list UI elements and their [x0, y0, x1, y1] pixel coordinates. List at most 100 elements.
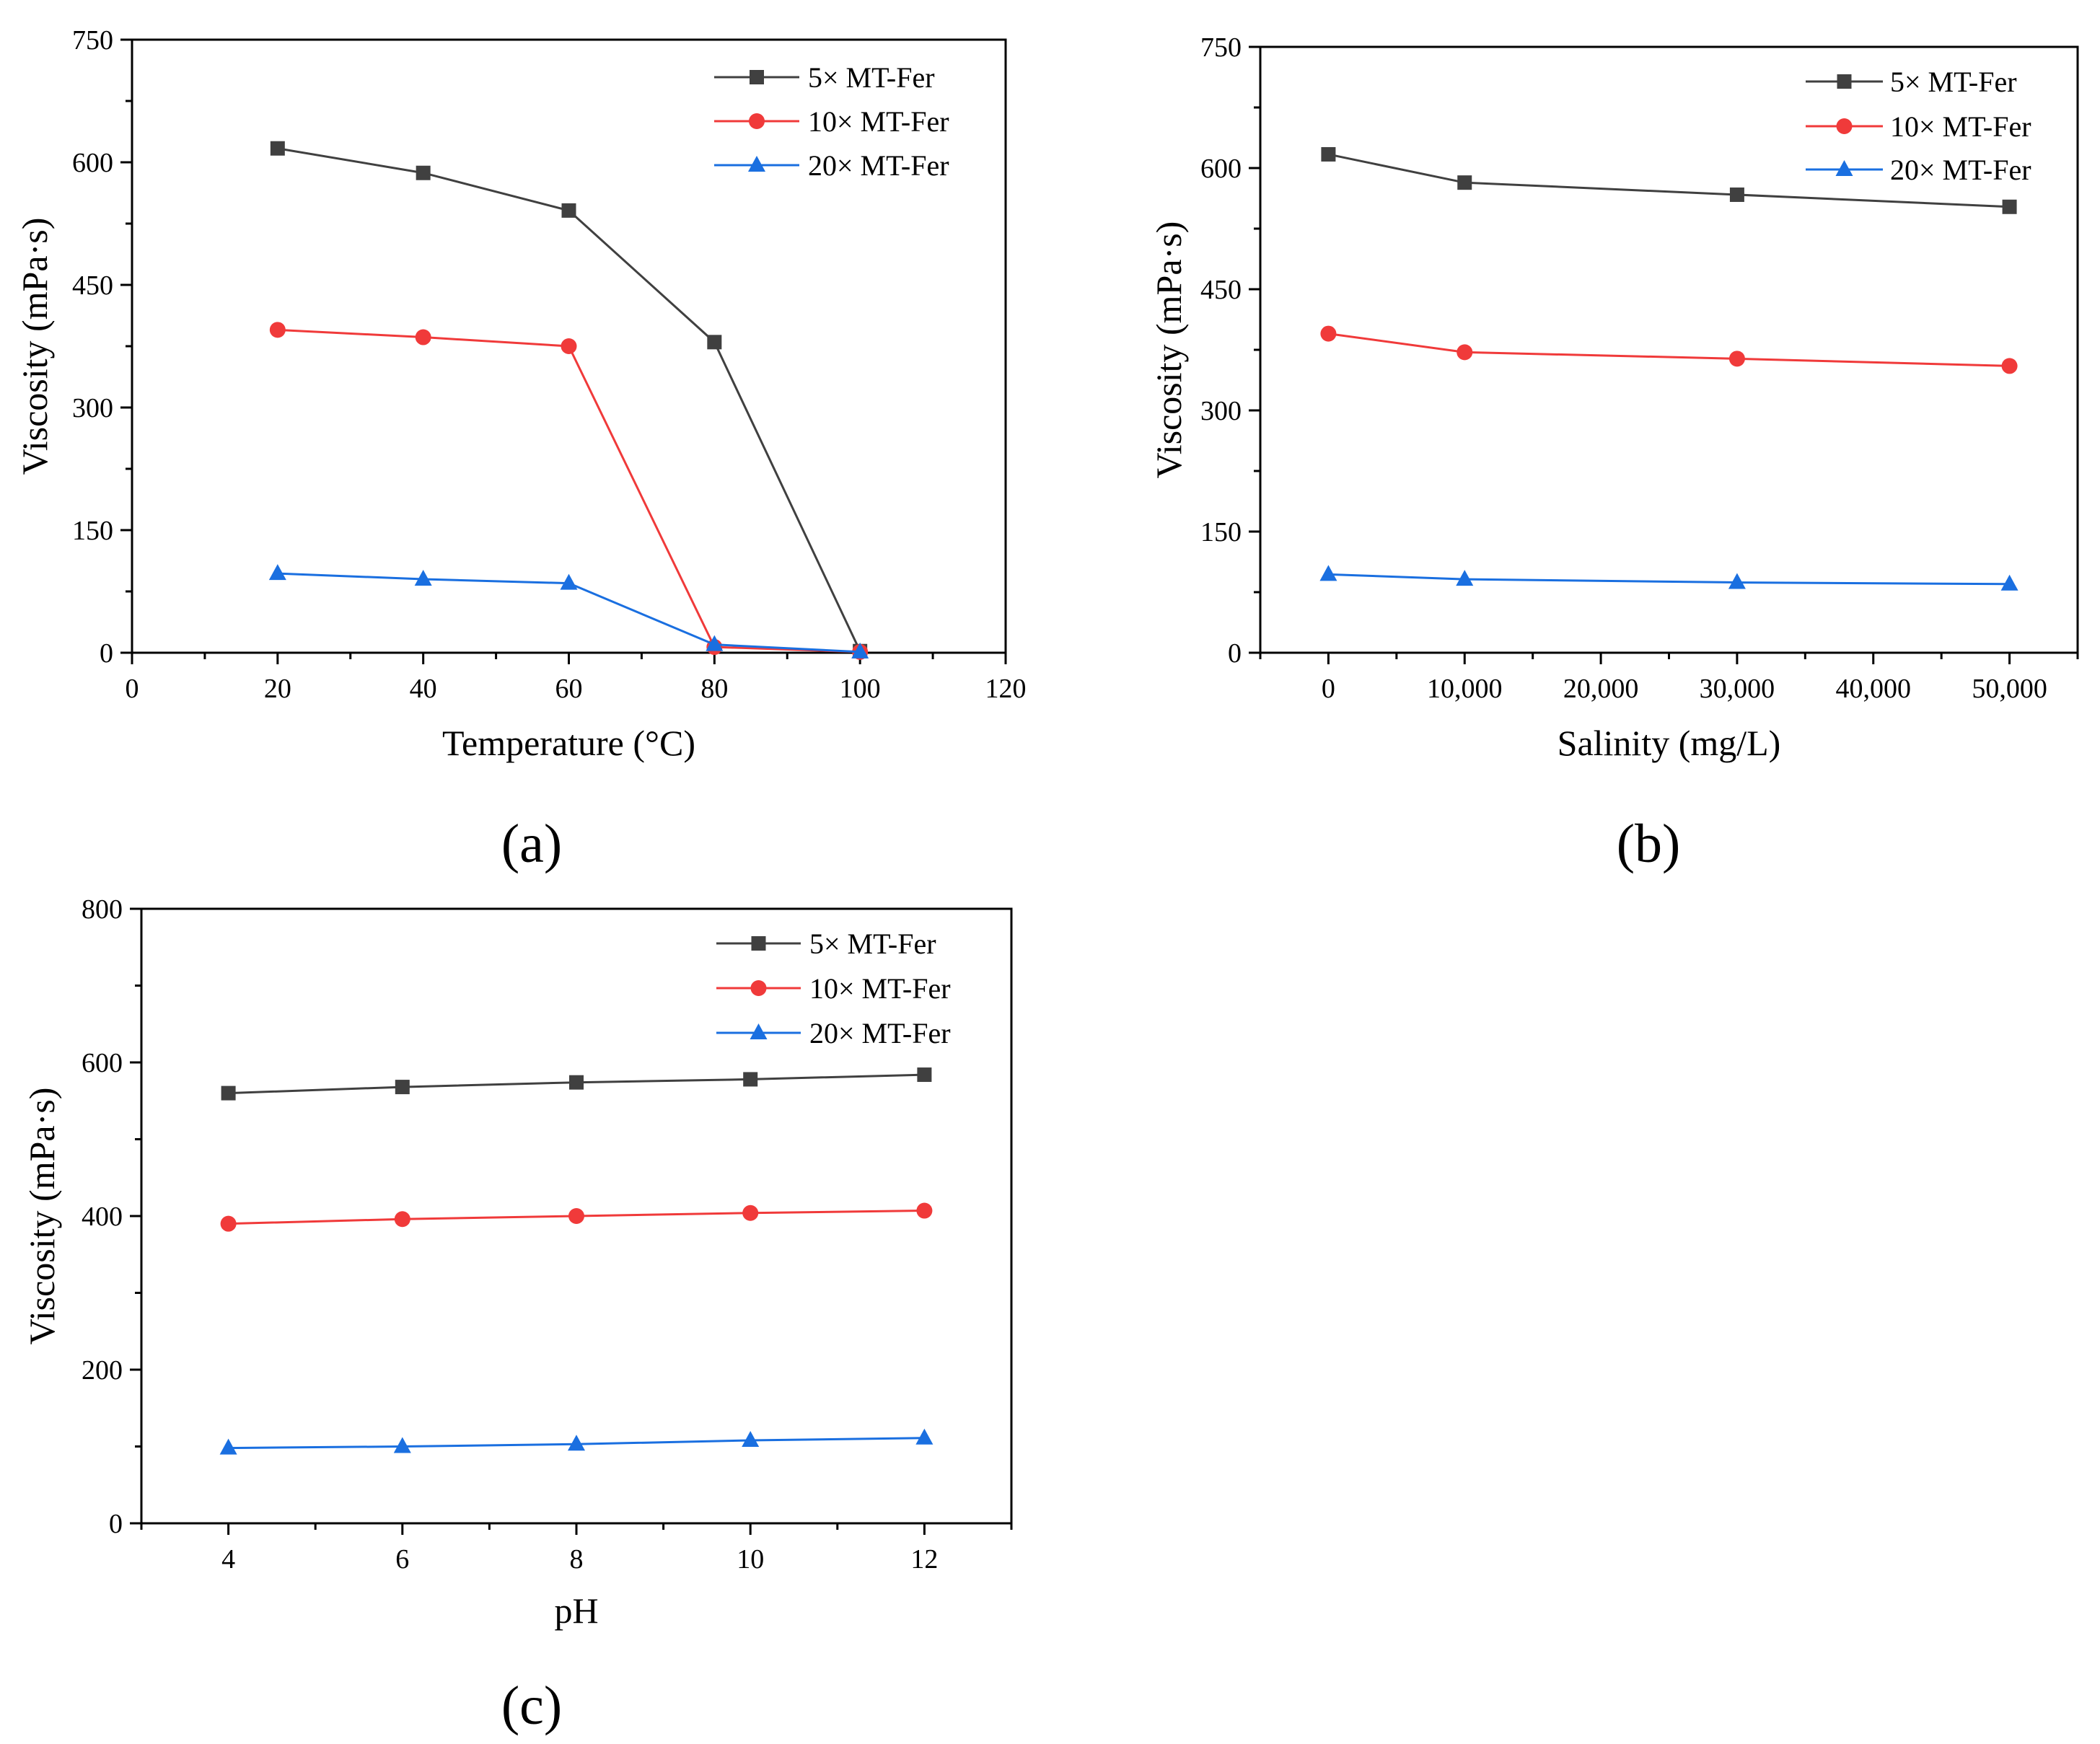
data-point: [742, 1430, 760, 1447]
data-point: [1319, 565, 1337, 581]
data-point: [707, 335, 722, 350]
data-point: [561, 203, 576, 218]
data-point: [915, 1428, 933, 1445]
data-point: [742, 1204, 759, 1221]
y-axis-title: Viscosity (mPa·s): [1148, 221, 1189, 479]
series-line: [277, 328, 861, 653]
legend: 5× MT-Fer 10× MT-Fer 20× MT-Fer: [716, 928, 951, 1049]
data-point: [2002, 199, 2017, 214]
data-point: [268, 564, 286, 581]
data-point: [1457, 344, 1473, 361]
legend-marker: [750, 70, 764, 84]
data-point: [395, 1080, 410, 1095]
data-point: [560, 573, 578, 590]
x-tick-label: 0: [1322, 674, 1335, 704]
y-tick-label: 750: [72, 25, 113, 56]
series-2: [1320, 325, 2018, 374]
data-point: [1321, 146, 1336, 162]
legend: 5× MT-Fer 10× MT-Fer 20× MT-Fer: [714, 61, 949, 182]
data-point: [1456, 570, 1474, 586]
x-tick-label: 10: [737, 1544, 764, 1575]
data-point: [394, 1211, 410, 1228]
data-point: [568, 1435, 585, 1451]
panel-label: (a): [501, 814, 562, 874]
data-point: [414, 570, 432, 586]
y-tick-label: 750: [1200, 32, 1242, 63]
legend-label: 5× MT-Fer: [1890, 66, 2017, 98]
x-axis-title: Temperature (°C): [442, 723, 695, 763]
data-point: [221, 1085, 236, 1101]
y-tick-label: 600: [72, 148, 113, 178]
legend: 5× MT-Fer 10× MT-Fer 20× MT-Fer: [1806, 66, 2031, 186]
data-point: [1728, 351, 1745, 367]
y-tick-label: 300: [72, 393, 113, 423]
y-tick-label: 450: [1200, 275, 1242, 305]
y-axis-title: Viscosity (mPa·s): [14, 218, 55, 475]
y-tick-label: 800: [82, 894, 123, 925]
data-point: [568, 1208, 584, 1224]
x-tick-label: 4: [221, 1544, 235, 1575]
panel-label: (c): [501, 1675, 562, 1736]
series-line: [1328, 153, 2010, 208]
data-point: [1728, 573, 1746, 589]
legend-label: 5× MT-Fer: [808, 61, 935, 94]
data-point: [269, 322, 286, 338]
data-point: [2000, 574, 2018, 591]
y-tick-label: 400: [82, 1202, 123, 1232]
x-tick-label: 20,000: [1563, 674, 1639, 704]
legend-marker: [750, 980, 767, 996]
legend-marker: [749, 113, 765, 129]
y-tick-label: 450: [72, 270, 113, 301]
y-tick-label: 600: [1200, 154, 1242, 184]
x-tick-label: 50,000: [1972, 674, 2047, 704]
legend-label: 20× MT-Fer: [809, 1017, 951, 1049]
y-tick-label: 600: [82, 1048, 123, 1078]
data-point: [415, 329, 431, 345]
legend-marker: [750, 1023, 768, 1039]
series-3: [1319, 565, 2018, 591]
x-tick-label: 120: [985, 674, 1027, 704]
y-tick-label: 0: [109, 1509, 123, 1539]
series-line: [1328, 573, 2010, 586]
legend-label: 10× MT-Fer: [808, 105, 949, 138]
legend-label: 20× MT-Fer: [1890, 154, 2031, 186]
legend-marker: [1837, 74, 1852, 89]
x-tick-label: 6: [395, 1544, 409, 1575]
legend-marker: [748, 156, 765, 172]
data-point: [1320, 325, 1337, 342]
legend-marker: [1836, 118, 1853, 134]
data-point: [569, 1075, 584, 1090]
y-tick-label: 200: [82, 1355, 123, 1386]
data-point: [270, 141, 285, 156]
data-point: [220, 1215, 237, 1232]
data-point: [1457, 175, 1472, 190]
legend-marker: [751, 936, 766, 951]
data-point: [917, 1067, 932, 1083]
data-point: [1729, 187, 1744, 202]
series-3: [219, 1428, 933, 1455]
x-tick-label: 60: [555, 674, 583, 704]
x-tick-label: 80: [700, 674, 728, 704]
legend-label: 10× MT-Fer: [1890, 110, 2031, 143]
x-tick-label: 20: [264, 674, 291, 704]
data-point: [916, 1202, 933, 1219]
panel-label: (b): [1617, 814, 1681, 874]
chart-panel-a: 0 20 40 60 80 100 120 0 150 300 450 600 750 Temperatu…: [14, 25, 1027, 874]
x-tick-label: 40: [410, 674, 437, 704]
data-point: [393, 1437, 411, 1453]
series-line: [1328, 332, 2010, 367]
series-2: [220, 1202, 933, 1232]
data-point: [561, 338, 577, 354]
legend-label: 20× MT-Fer: [808, 149, 949, 182]
x-tick-label: 100: [840, 674, 881, 704]
data-point: [2001, 358, 2018, 374]
chart-panel-c: 4 6 8 10 12 0 200 400 600 800 pH Viscosity (mPa·s) 5…: [22, 894, 1013, 1736]
series-3: [268, 564, 869, 659]
x-tick-label: 40,000: [1836, 674, 1912, 704]
data-point: [851, 642, 869, 659]
x-axis-title: Salinity (mg/L): [1558, 723, 1781, 763]
x-tick-label: 12: [910, 1544, 938, 1575]
x-tick-label: 10,000: [1427, 674, 1503, 704]
data-point: [706, 635, 724, 651]
series-1: [221, 1067, 932, 1101]
